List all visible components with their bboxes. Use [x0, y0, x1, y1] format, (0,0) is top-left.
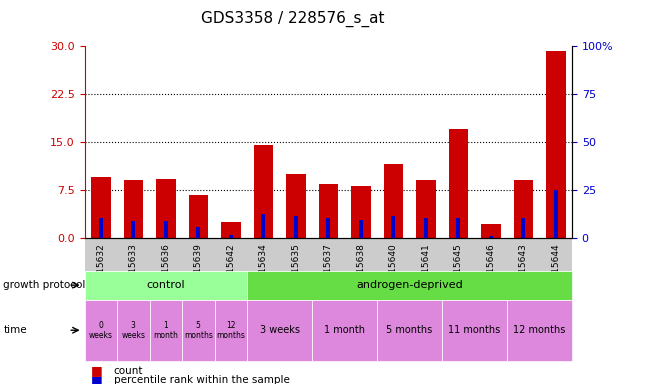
Bar: [164, 221, 168, 238]
Bar: [489, 236, 493, 238]
Bar: [351, 185, 370, 238]
Text: GDS3358 / 228576_s_at: GDS3358 / 228576_s_at: [201, 11, 384, 27]
Bar: [416, 180, 436, 238]
Bar: [294, 216, 298, 238]
Bar: [188, 195, 208, 238]
Bar: [384, 164, 403, 238]
Bar: [229, 235, 233, 238]
Bar: [91, 177, 111, 238]
Text: percentile rank within the sample: percentile rank within the sample: [114, 375, 290, 384]
Bar: [196, 227, 200, 238]
Text: growth protocol: growth protocol: [3, 280, 86, 290]
Bar: [546, 51, 566, 238]
Bar: [261, 214, 265, 238]
Text: time: time: [3, 325, 27, 335]
Text: count: count: [114, 366, 143, 376]
Bar: [254, 145, 273, 238]
Text: 12
months: 12 months: [216, 321, 245, 340]
Text: androgen-deprived: androgen-deprived: [356, 280, 463, 290]
Bar: [448, 129, 468, 238]
Text: control: control: [146, 280, 185, 290]
Bar: [359, 220, 363, 238]
Bar: [391, 216, 395, 238]
Bar: [124, 180, 143, 238]
Bar: [326, 218, 330, 238]
Text: 12 months: 12 months: [514, 325, 566, 335]
Bar: [514, 180, 533, 238]
Text: 5
months: 5 months: [184, 321, 213, 340]
Bar: [156, 179, 176, 238]
Text: 1 month: 1 month: [324, 325, 365, 335]
Text: 11 months: 11 months: [448, 325, 500, 335]
Bar: [221, 222, 240, 238]
Text: 1
month: 1 month: [153, 321, 178, 340]
Bar: [318, 184, 338, 238]
Bar: [99, 218, 103, 238]
Bar: [131, 221, 135, 238]
Text: 5 months: 5 months: [386, 325, 433, 335]
Bar: [456, 218, 460, 238]
Text: 3 weeks: 3 weeks: [259, 325, 300, 335]
Bar: [521, 218, 525, 238]
Text: 0
weeks: 0 weeks: [89, 321, 112, 340]
Bar: [286, 174, 306, 238]
Bar: [424, 218, 428, 238]
Bar: [554, 190, 558, 238]
Text: 3
weeks: 3 weeks: [122, 321, 145, 340]
Text: ■: ■: [91, 374, 103, 384]
Bar: [481, 224, 500, 238]
Text: ■: ■: [91, 364, 103, 377]
